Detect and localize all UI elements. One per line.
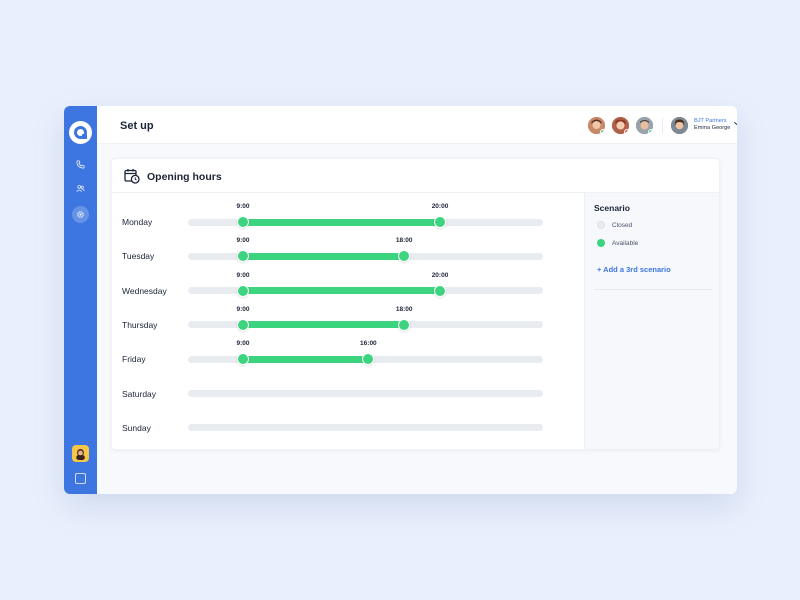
scenario-title: Scenario bbox=[594, 203, 630, 213]
day-label-thursday: Thursday bbox=[122, 319, 158, 330]
account-avatar[interactable] bbox=[671, 117, 688, 134]
hours-slider-monday[interactable] bbox=[188, 218, 543, 226]
day-label-saturday: Saturday bbox=[122, 388, 157, 399]
legend-dot-closed bbox=[597, 221, 605, 229]
settings-icon[interactable] bbox=[72, 206, 89, 223]
divider bbox=[594, 289, 712, 290]
hours-slider-wednesday[interactable] bbox=[188, 287, 543, 295]
hours-slider-sunday[interactable] bbox=[188, 424, 543, 432]
divider bbox=[662, 118, 663, 133]
exit-icon[interactable] bbox=[75, 473, 86, 484]
team-avatar-2[interactable] bbox=[612, 117, 629, 134]
status-dot bbox=[600, 129, 605, 134]
page-title: Set up bbox=[120, 120, 154, 132]
day-label-friday: Friday bbox=[122, 354, 146, 365]
start-time-handle[interactable] bbox=[237, 353, 249, 366]
contacts-icon[interactable] bbox=[72, 180, 89, 197]
start-time-label: 9:00 bbox=[236, 305, 250, 313]
day-label-sunday: Sunday bbox=[122, 422, 151, 433]
open-range bbox=[243, 287, 440, 295]
status-dot bbox=[624, 129, 629, 134]
hours-slider-thursday[interactable] bbox=[188, 321, 543, 329]
card-header: Opening hours bbox=[112, 159, 719, 193]
start-time-label: 9:00 bbox=[236, 203, 250, 210]
legend-closed[interactable]: Closed bbox=[597, 221, 632, 229]
end-time-handle[interactable] bbox=[398, 318, 411, 331]
app-window: Set up BJT Partners Emma George bbox=[64, 106, 737, 494]
topbar: Set up BJT Partners Emma George bbox=[97, 106, 737, 144]
legend-label: Available bbox=[612, 239, 639, 247]
start-time-handle[interactable] bbox=[237, 250, 249, 263]
hours-slider-tuesday[interactable] bbox=[188, 252, 543, 260]
end-time-label: 18:00 bbox=[395, 305, 413, 313]
add-scenario-button[interactable]: + Add a 3rd scenario bbox=[597, 265, 671, 274]
end-time-label: 18:00 bbox=[395, 237, 413, 245]
end-time-handle[interactable] bbox=[398, 250, 411, 263]
account-user[interactable]: Emma George bbox=[694, 125, 731, 131]
logo-icon[interactable] bbox=[69, 121, 92, 144]
day-label-monday: Monday bbox=[122, 217, 153, 227]
hours-slider-saturday[interactable] bbox=[188, 390, 543, 397]
opening-hours-card: Opening hours Monday 9:00 20:00 Tuesday 9:00… bbox=[111, 158, 720, 450]
card-title: Opening hours bbox=[147, 171, 222, 183]
legend-label: Closed bbox=[612, 221, 633, 229]
status-dot bbox=[648, 129, 653, 134]
day-label-wednesday: Wednesday bbox=[122, 285, 167, 296]
end-time-handle[interactable] bbox=[362, 353, 375, 366]
day-label-tuesday: Tuesday bbox=[122, 251, 155, 262]
end-time-handle[interactable] bbox=[434, 284, 446, 297]
end-time-label: 20:00 bbox=[431, 203, 449, 210]
open-range bbox=[243, 355, 369, 363]
sidebar bbox=[64, 106, 97, 494]
start-time-handle[interactable] bbox=[237, 318, 249, 331]
legend-available[interactable]: Available bbox=[597, 239, 638, 247]
open-range bbox=[243, 321, 405, 329]
end-time-label: 20:00 bbox=[431, 271, 449, 279]
start-time-label: 9:00 bbox=[236, 271, 250, 279]
account-company[interactable]: BJT Partners bbox=[694, 118, 727, 124]
phone-icon[interactable] bbox=[72, 156, 89, 173]
end-time-handle[interactable] bbox=[434, 216, 446, 228]
user-avatar[interactable] bbox=[72, 445, 89, 462]
calendar-clock-icon bbox=[124, 169, 140, 184]
start-time-handle[interactable] bbox=[237, 284, 249, 297]
start-time-handle[interactable] bbox=[237, 216, 249, 228]
end-time-label: 16:00 bbox=[360, 340, 377, 348]
legend-dot-available bbox=[597, 239, 605, 247]
start-time-label: 9:00 bbox=[236, 237, 250, 245]
scenario-panel: Scenario Closed Available + Add a 3rd sc… bbox=[584, 193, 719, 449]
open-range bbox=[243, 218, 440, 226]
team-avatar-1[interactable] bbox=[588, 117, 605, 134]
open-range bbox=[243, 252, 405, 260]
chevron-down-icon[interactable] bbox=[733, 120, 737, 127]
start-time-label: 9:00 bbox=[236, 340, 250, 348]
team-avatar-3[interactable] bbox=[636, 117, 653, 134]
